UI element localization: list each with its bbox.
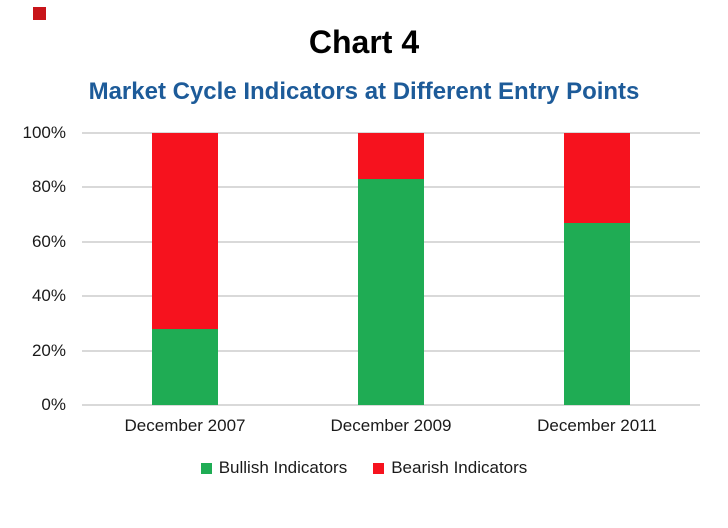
y-axis-label-60: 60% [31, 231, 66, 251]
chart-title: Chart 4 [308, 24, 420, 60]
x-axis-label-december-2011: December 2011 [537, 416, 657, 435]
chart-subtitle: Market Cycle Indicators at Different Ent… [88, 78, 640, 105]
bar-segment-bearish-indicators-december-2007 [152, 133, 218, 329]
bar-segment-bearish-indicators-december-2011 [564, 133, 630, 223]
gridline-100 [82, 132, 700, 134]
y-axis-label-40: 40% [31, 286, 66, 306]
legend: Bullish Indicators Bearish Indicators [0, 457, 728, 479]
legend-item-bearish-indicators: Bearish Indicators [373, 458, 527, 478]
legend-swatch-bearish-indicators [373, 462, 385, 474]
bar-segment-bullish-indicators-december-2009 [358, 179, 424, 405]
x-axis-labels: December 2007 December 2009 December 2011 [82, 416, 700, 440]
gridline-0 [82, 404, 700, 406]
legend-label-bearish-indicators: Bearish Indicators [391, 458, 528, 477]
bar-segment-bullish-indicators-december-2007 [152, 328, 218, 405]
y-axis-label-100: 100% [22, 123, 66, 142]
plot-area [82, 132, 700, 406]
y-axis-label-80: 80% [31, 177, 66, 197]
corner-artifact-mark [33, 7, 46, 20]
bar-december-2009 [358, 133, 424, 405]
bar-december-2011 [564, 133, 630, 405]
y-axis-labels: 100% 80% 60% 40% 20% 0% [0, 123, 66, 414]
bar-december-2007 [152, 133, 218, 405]
legend-swatch-bullish-indicators [200, 462, 212, 474]
bar-segment-bullish-indicators-december-2011 [564, 222, 630, 405]
y-axis-label-0: 0% [41, 395, 66, 414]
y-axis-label-20: 20% [31, 340, 66, 360]
x-axis-label-december-2009: December 2009 [330, 416, 452, 435]
x-axis-label-december-2007: December 2007 [124, 416, 246, 435]
legend-item-bullish-indicators: Bullish Indicators [200, 458, 348, 478]
bar-segment-bearish-indicators-december-2009 [358, 133, 424, 180]
legend-label-bullish-indicators: Bullish Indicators [218, 458, 348, 477]
